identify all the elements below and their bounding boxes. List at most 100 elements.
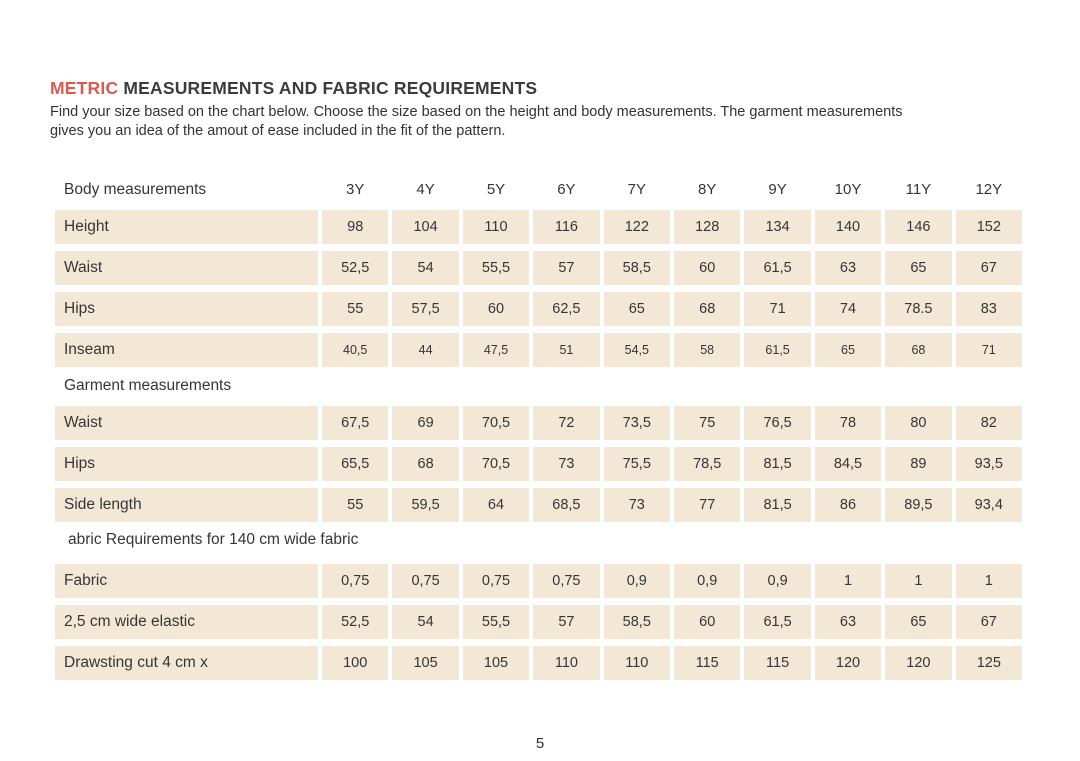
table-cell: 65,5 <box>322 447 389 481</box>
table-cell: 55 <box>322 488 389 522</box>
table-cell: 67,5 <box>322 406 389 440</box>
table-cell: 64 <box>462 488 530 522</box>
row-label: 2,5 cm wide elastic <box>55 605 318 639</box>
size-column-header: 4Y <box>416 181 435 198</box>
intro-line-2: gives you an idea of the amout of ease i… <box>50 123 506 139</box>
table-cell: 73 <box>603 488 670 522</box>
table-cell: 1 <box>955 564 1022 598</box>
table-cell: 115 <box>744 646 811 680</box>
table-cell: 81,5 <box>744 488 811 522</box>
table-cell: 68 <box>885 333 952 367</box>
table-cell: 68 <box>392 447 459 481</box>
table-cell: 61,5 <box>744 333 811 367</box>
table-cell: 58,5 <box>603 251 670 285</box>
size-column-header: 10Y <box>834 181 862 198</box>
size-table: Body measurements 3Y 4Y 5Y 6Y 7Y 8Y 9Y 10Y 11Y 12Y… <box>55 181 1022 687</box>
table-cell: 80 <box>885 406 952 440</box>
table-cell: 61,5 <box>744 251 811 285</box>
table-cell: 115 <box>674 646 741 680</box>
table-cell: 82 <box>955 406 1022 440</box>
table-cell: 54 <box>392 251 459 285</box>
table-cell: 78 <box>814 406 882 440</box>
intro-line-1: Find your size based on the chart below.… <box>50 104 903 120</box>
table-cell: 60 <box>674 251 741 285</box>
table-cell: 67 <box>955 251 1022 285</box>
size-column-header: 11Y <box>905 181 932 198</box>
table-cell: 84,5 <box>814 447 882 481</box>
table-cell: 152 <box>955 210 1022 244</box>
section-title: abric Requirements for 140 cm wide fabri… <box>68 531 359 548</box>
table-cell: 67 <box>955 605 1022 639</box>
section-title: Garment measurements <box>64 377 232 394</box>
table-cell: 58,5 <box>603 605 670 639</box>
table-cell: 72 <box>533 406 600 440</box>
table-cell: 110 <box>462 210 530 244</box>
table-row: Height 98 104 110 116 122 128 134 140 146 152 <box>55 210 1022 244</box>
table-row: Waist 67,5 69 70,5 72 73,5 75 76,5 78 80 82 <box>55 406 1022 440</box>
size-column-header: 3Y <box>346 181 365 198</box>
row-label: Inseam <box>55 333 318 367</box>
table-cell: 105 <box>392 646 459 680</box>
table-cell: 75,5 <box>603 447 670 481</box>
table-cell: 81,5 <box>744 447 811 481</box>
table-cell: 146 <box>885 210 952 244</box>
table-cell: 57 <box>533 251 600 285</box>
table-cell: 104 <box>392 210 459 244</box>
row-label: Hips <box>55 292 318 326</box>
table-cell: 76,5 <box>744 406 811 440</box>
table-cell: 63 <box>814 605 882 639</box>
page-title-rest: MEASUREMENTS AND FABRIC REQUIREMENTS <box>123 78 538 98</box>
table-header-row: Body measurements 3Y 4Y 5Y 6Y 7Y 8Y 9Y 10Y 11Y 12Y <box>55 181 1022 198</box>
table-row: Side length 55 59,5 64 68,5 73 77 81,5 86 89,5 93,… <box>55 488 1022 522</box>
row-label: Waist <box>55 406 318 440</box>
table-cell: 116 <box>533 210 600 244</box>
table-row: 2,5 cm wide elastic 52,5 54 55,5 57 58,5 60 61,… <box>55 605 1022 639</box>
size-column-header: 5Y <box>486 181 506 198</box>
page-title: METRIC MEASUREMENTS AND FABRIC REQUIREME… <box>50 78 903 99</box>
row-label: Hips <box>55 447 318 481</box>
table-cell: 110 <box>603 646 670 680</box>
table-cell: 60 <box>462 292 530 326</box>
row-label: Waist <box>55 251 318 285</box>
table-cell: 1 <box>885 564 952 598</box>
table-cell: 65 <box>885 251 952 285</box>
table-cell: 120 <box>885 646 952 680</box>
table-cell: 65 <box>814 333 882 367</box>
table-cell: 65 <box>603 292 670 326</box>
table-cell: 40,5 <box>322 333 389 367</box>
table-cell: 74 <box>814 292 882 326</box>
table-cell: 55,5 <box>462 251 530 285</box>
table-cell: 51 <box>533 333 600 367</box>
table-cell: 57 <box>533 605 600 639</box>
table-cell: 71 <box>955 333 1022 367</box>
table-cell: 69 <box>392 406 459 440</box>
table-cell: 59,5 <box>392 488 459 522</box>
table-cell: 75 <box>674 406 741 440</box>
table-row: Hips 55 57,5 60 62,5 65 68 71 74 78.5 83 <box>55 292 1022 326</box>
table-cell: 0,75 <box>533 564 600 598</box>
size-column-header: 8Y <box>698 181 717 198</box>
table-cell: 0,75 <box>462 564 530 598</box>
row-label: Drawsting cut 4 cm x <box>55 646 318 680</box>
section-title-body-measurements: Body measurements <box>64 181 207 198</box>
table-cell: 0,9 <box>603 564 670 598</box>
table-cell: 100 <box>322 646 389 680</box>
table-cell: 77 <box>674 488 741 522</box>
table-cell: 125 <box>955 646 1022 680</box>
table-cell: 0,75 <box>392 564 459 598</box>
table-cell: 65 <box>885 605 952 639</box>
table-row: Drawsting cut 4 cm x 100 105 105 110 110 115 11… <box>55 646 1022 680</box>
table-cell: 78.5 <box>885 292 952 326</box>
table-cell: 54 <box>392 605 459 639</box>
table-cell: 55,5 <box>462 605 530 639</box>
table-cell: 128 <box>674 210 741 244</box>
table-cell: 54,5 <box>603 333 670 367</box>
table-cell: 73 <box>533 447 600 481</box>
table-cell: 122 <box>603 210 670 244</box>
table-row: Inseam 40,5 44 47,5 51 54,5 58 61,5 65 68 71 <box>55 333 1022 367</box>
table-row: Waist 52,5 54 55,5 57 58,5 60 61,5 63 65 67 <box>55 251 1022 285</box>
table-cell: 0,9 <box>744 564 811 598</box>
table-row: Fabric 0,75 0,75 0,75 0,75 0,9 0,9 0,9 1 1 1 <box>55 564 1022 598</box>
size-column-header: 9Y <box>768 181 787 198</box>
table-cell: 86 <box>814 488 882 522</box>
